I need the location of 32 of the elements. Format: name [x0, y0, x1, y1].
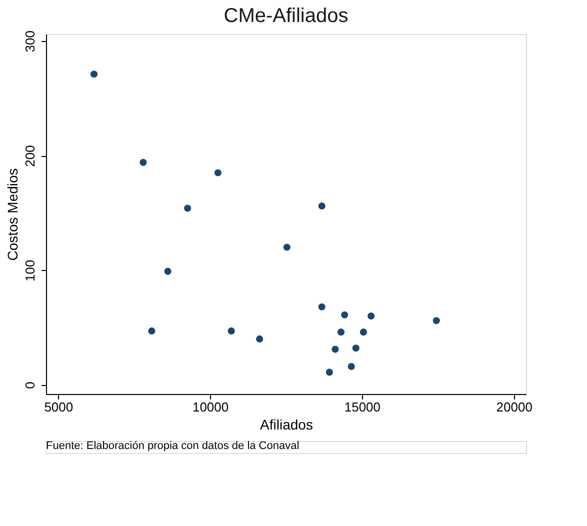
point — [148, 327, 156, 334]
point — [318, 303, 326, 310]
point — [348, 362, 355, 370]
point — [214, 169, 222, 176]
point — [368, 312, 375, 320]
point — [337, 328, 345, 336]
point — [184, 204, 192, 212]
point — [352, 344, 360, 352]
point — [283, 244, 290, 251]
point — [326, 368, 333, 376]
x-tick-label: 20000 — [496, 400, 532, 414]
x-tick-label: 10000 — [192, 400, 229, 414]
y-tick-label: 300 — [22, 30, 38, 52]
point — [140, 158, 147, 166]
x-tick-label: 15000 — [344, 400, 381, 414]
source-note: Fuente: Elaboración propia con datos de la Conaval — [46, 440, 300, 452]
chart-title: CMe-Afiliados — [224, 5, 348, 28]
x-axis-title: Afiliados — [260, 416, 313, 432]
point — [341, 311, 348, 318]
point — [432, 317, 440, 324]
y-tick-label: 100 — [22, 260, 38, 282]
y-axis-title: Costos Medios — [4, 168, 20, 261]
point — [90, 70, 98, 78]
y-tick-label: 200 — [22, 145, 38, 167]
y-tick-label: 0 — [22, 382, 38, 389]
point — [164, 268, 172, 275]
point — [318, 202, 326, 210]
point — [256, 335, 264, 342]
x-tick-label: 5000 — [44, 400, 74, 414]
point — [332, 346, 339, 353]
point — [228, 327, 235, 334]
point — [360, 328, 368, 336]
